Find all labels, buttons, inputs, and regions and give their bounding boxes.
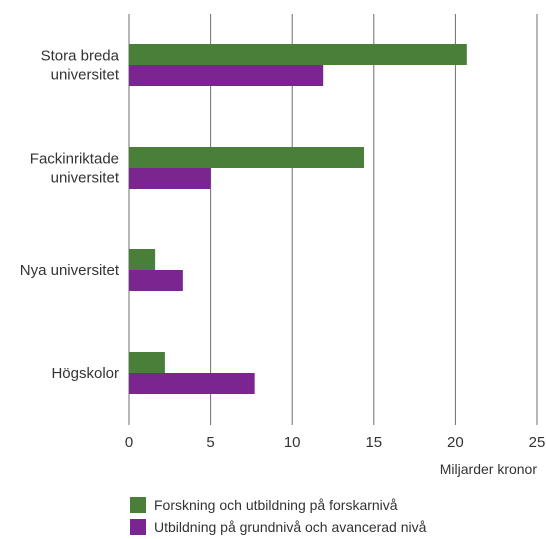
x-tick-label-5: 5 — [206, 434, 214, 451]
bar-3-series-0 — [129, 352, 165, 373]
x-tick-label-0: 0 — [125, 434, 133, 451]
x-tick-label-15: 15 — [365, 434, 382, 451]
x-tick-label-10: 10 — [284, 434, 301, 451]
bar-0-series-1 — [129, 65, 324, 86]
legend-label-education: Utbildning på grundnivå och avancerad ni… — [154, 519, 427, 535]
legend: Forskning och utbildning på forskarnivå … — [130, 494, 426, 538]
legend-item-education: Utbildning på grundnivå och avancerad ni… — [130, 516, 426, 538]
bar-2-series-0 — [129, 249, 156, 270]
bar-2-series-1 — [129, 270, 183, 291]
bar-1-series-1 — [129, 168, 211, 189]
bar-chart: Stora breda universitet Fackinriktade unive… — [20, 14, 546, 477]
bars — [129, 44, 467, 394]
category-label-3-line-0: Högskolor — [51, 365, 119, 382]
x-tick-label-25: 25 — [529, 434, 546, 451]
legend-swatch-education — [130, 519, 146, 535]
legend-item-research: Forskning och utbildning på forskarnivå — [130, 494, 426, 516]
x-tick-label-20: 20 — [447, 434, 464, 451]
category-label-1-line-1: universitet — [51, 170, 120, 187]
category-label-0-line-0: Stora breda — [41, 48, 120, 65]
category-label-1-line-0: Fackinriktade — [30, 151, 119, 168]
bar-1-series-0 — [129, 147, 365, 168]
x-axis-label: Miljarder kronor — [440, 461, 538, 477]
category-label-2-line-0: Nya universitet — [20, 262, 120, 279]
bar-0-series-0 — [129, 44, 467, 65]
category-labels: Stora breda universitet Fackinriktade unive… — [20, 48, 120, 383]
legend-label-research: Forskning och utbildning på forskarnivå — [154, 497, 398, 513]
category-label-0-line-1: universitet — [51, 67, 120, 84]
bar-3-series-1 — [129, 373, 255, 394]
x-tick-labels: 0 5 10 15 20 25 — [125, 434, 546, 451]
legend-swatch-research — [130, 497, 146, 513]
